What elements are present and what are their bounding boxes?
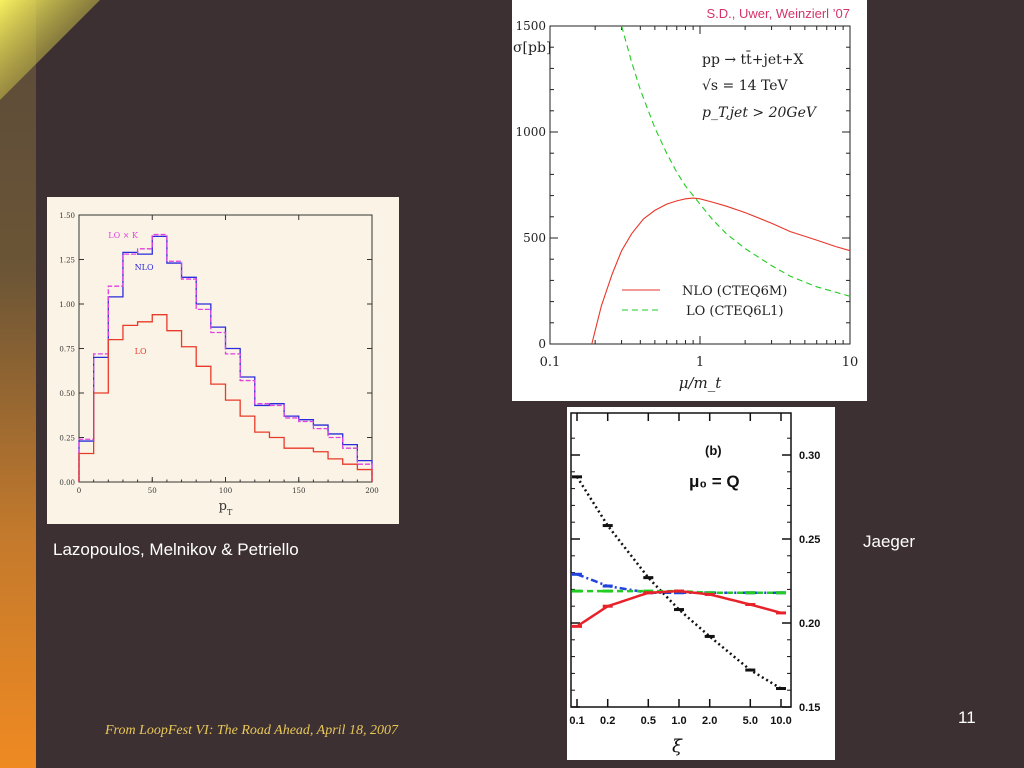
y-tick-label: 0.00 [59,479,75,487]
x-tick-label: 0.2 [600,715,615,727]
scale-dependence-chart-panel: 0.15 0.20 0.25 0.30 0.1 0.2 0.5 1.0 2.0 5.0 10.0 ξ (… [567,407,835,760]
decorative-corner-glow [0,0,100,100]
caption-right: Jaeger [863,532,915,551]
series-point-1 [674,591,684,595]
series-point-0 [572,475,582,479]
series-point-2 [745,591,756,595]
cross-section-chart: S.D., Uwer, Weinzierl ’07 0 500 1000 1500 0.1… [513,6,859,392]
y-tick-label: 1.00 [59,301,75,309]
histogram-chart-panel: 0.00 0.25 0.50 0.75 1.00 1.25 1.50 0 50 100 150 200… [47,197,399,524]
y-tick-label: 0.25 [59,435,75,443]
y-tick-label: 0.15 [799,702,820,714]
x-axis-label: ξ [672,736,683,757]
annotation-nlo: NLO [135,263,154,272]
cross-section-chart-panel: S.D., Uwer, Weinzierl ’07 0 500 1000 1500 0.1… [512,0,867,401]
series-point-3 [602,604,613,608]
y-tick-label: 1000 [515,125,546,139]
x-axis-label: μ/m_t [679,374,723,392]
x-tick-label: 10.0 [770,715,791,727]
y-tick-label: 1.25 [59,257,75,265]
series-point-2 [643,589,654,593]
x-tick-label: 50 [148,487,157,495]
annotation-cut: p_T,jet > 20GeV [702,105,818,121]
series-point-2 [572,589,582,593]
series-point-1 [602,584,613,588]
x-tick-label: 1.0 [671,715,686,727]
slide-footer: From LoopFest VI: The Road Ahead, April … [105,723,398,738]
series-point-0 [704,634,715,638]
histogram-chart: 0.00 0.25 0.50 0.75 1.00 1.25 1.50 0 50 100 150 200… [59,212,378,517]
caption-left: Lazopoulos, Melnikov & Petriello [53,540,299,559]
legend-label: LO (CTEQ6L1) [686,304,784,319]
series-point-2 [704,591,715,595]
panel-label: (b) [705,443,722,458]
annotation-process: pp → tt̄+jet+X [702,50,804,68]
series-point-3 [704,592,715,596]
series-point-2 [602,589,613,593]
y-tick-label: 0.25 [799,534,820,546]
legend-label: NLO (CTEQ6M) [682,284,787,299]
x-tick-label: 200 [365,487,378,495]
series-point-0 [602,524,613,528]
y-tick-label: 0.50 [59,390,75,398]
series-point-3 [572,624,582,628]
x-tick-label: 0.5 [641,715,656,727]
annotation-energy: √s = 14 TeV [702,78,789,94]
annotation-lo-k: LO × K [108,231,139,240]
x-tick-label: 1 [696,355,704,370]
series-point-0 [776,687,786,691]
chart-source-label: S.D., Uwer, Weinzierl ’07 [706,6,850,21]
scale-dependence-chart: 0.15 0.20 0.25 0.30 0.1 0.2 0.5 1.0 2.0 5.0 10.0 ξ (… [569,412,820,757]
y-tick-label: 0.75 [59,346,75,354]
x-tick-label: 5.0 [743,715,758,727]
y-tick-label: 0 [538,337,546,351]
x-tick-label: 0.1 [540,355,561,370]
y-tick-label: 0.20 [799,618,820,630]
series-point-2 [776,591,786,595]
series-point-1 [572,572,582,576]
x-tick-label: 100 [219,487,232,495]
y-tick-label: 1500 [515,19,546,33]
histogram-series-2 [78,314,373,482]
y-tick-label: 500 [523,231,546,245]
y-tick-label: 1.50 [59,212,75,220]
series-point-0 [643,576,654,580]
series-line-1 [621,25,851,297]
decorative-side-stripe [0,0,36,768]
histogram-series-1 [78,233,373,482]
annotation-lo: LO [135,347,147,356]
series-point-0 [745,668,756,672]
x-tick-label: 2.0 [702,715,717,727]
plot-frame [570,412,792,708]
y-tick-label: 0.30 [799,450,820,462]
series-point-0 [674,608,684,612]
y-axis-label: σ[pb] [513,40,551,56]
series-point-3 [674,589,684,593]
series-point-3 [643,591,654,595]
x-tick-label: 0.1 [569,715,584,727]
series-point-3 [776,611,786,615]
x-tick-label: 150 [292,487,305,495]
x-tick-label: 0 [77,487,81,495]
series-line-0 [591,197,851,345]
page-number: 11 [958,708,976,727]
x-axis-label: pT [219,499,233,517]
x-tick-label: 10 [842,355,859,370]
annotation-mu0: μ₀ = Q [689,472,740,491]
series-line-0 [575,476,782,690]
series-point-3 [745,603,756,607]
